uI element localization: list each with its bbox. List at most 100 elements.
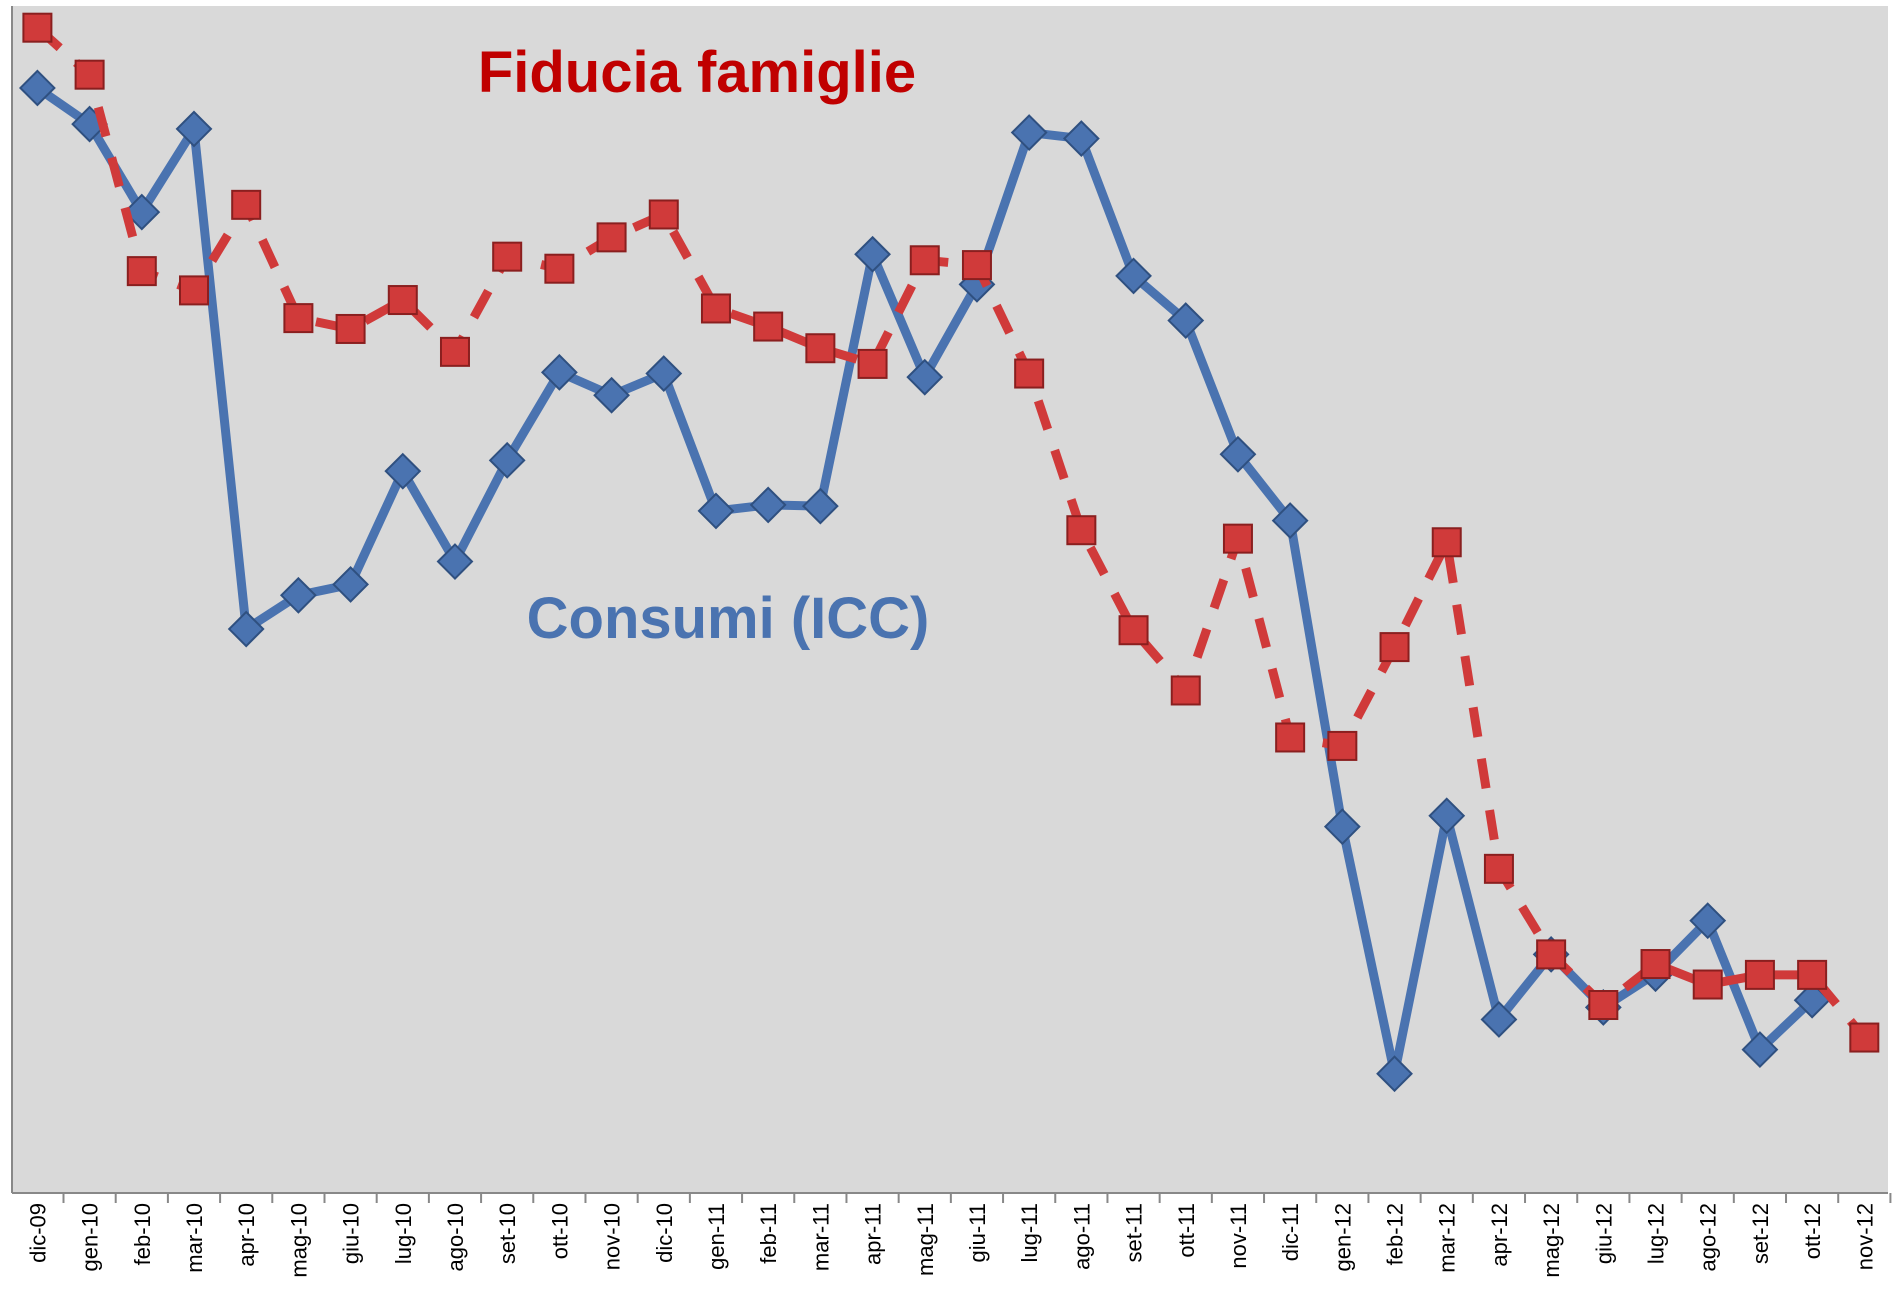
marker: [227, 610, 265, 648]
x-tick-label: ago-10: [443, 1203, 468, 1272]
marker: [1536, 939, 1567, 970]
marker: [645, 355, 683, 392]
marker: [1640, 949, 1671, 980]
x-tick-label: gen-12: [1330, 1203, 1355, 1272]
marker: [1066, 515, 1097, 546]
marker: [805, 333, 836, 364]
marker: [1219, 435, 1257, 473]
marker: [126, 256, 157, 287]
x-tick-label: lug-10: [391, 1203, 416, 1264]
marker: [1428, 797, 1466, 835]
marker: [1010, 114, 1048, 151]
marker: [1744, 959, 1775, 990]
marker: [436, 543, 474, 580]
x-tick-label: set-10: [495, 1203, 520, 1264]
x-tick-label: gen-11: [704, 1203, 729, 1270]
marker: [1692, 969, 1723, 1000]
x-tick-label: ott-11: [1174, 1203, 1199, 1258]
x-tick-label: mag-12: [1539, 1203, 1564, 1278]
x-tick-label: ago-12: [1696, 1203, 1721, 1272]
marker: [648, 199, 679, 230]
marker: [1271, 502, 1309, 539]
marker: [1376, 1055, 1413, 1093]
marker: [753, 311, 784, 342]
x-tick-label: nov-10: [600, 1203, 625, 1270]
x-tick-label: lug-12: [1644, 1203, 1669, 1264]
marker: [1167, 302, 1205, 339]
marker: [1118, 615, 1149, 646]
marker: [178, 275, 209, 306]
marker: [492, 241, 523, 272]
marker: [439, 336, 470, 367]
x-tick-label: ago-11: [1069, 1203, 1094, 1270]
series-label: Fiducia famiglie: [478, 40, 916, 105]
marker: [1588, 990, 1619, 1021]
x-tick-label: feb-12: [1383, 1203, 1408, 1265]
x-tick-label: nov-11: [1226, 1203, 1251, 1269]
marker: [857, 348, 888, 379]
x-tick-label: ott-12: [1800, 1203, 1825, 1259]
x-tick-label: mar-10: [182, 1203, 207, 1273]
x-tick-label: feb-11: [756, 1203, 781, 1264]
x-tick-label: apr-11: [861, 1203, 886, 1265]
x-tick-label: giu-12: [1591, 1203, 1616, 1264]
marker: [175, 110, 213, 148]
marker: [387, 285, 418, 316]
marker: [1431, 527, 1462, 558]
x-tick-label: apr-10: [234, 1203, 259, 1267]
x-tick-label: dic-09: [25, 1203, 50, 1263]
x-tick-label: feb-10: [130, 1203, 155, 1265]
series-label: Consumi (ICC): [527, 586, 930, 651]
marker: [279, 576, 317, 614]
x-tick-label: mag-11: [913, 1203, 938, 1276]
marker: [854, 235, 891, 273]
marker: [906, 358, 944, 396]
marker: [18, 69, 56, 107]
x-tick-label: nov-12: [1852, 1203, 1877, 1270]
marker: [961, 250, 992, 281]
x-tick-label: giu-10: [339, 1203, 364, 1264]
marker: [700, 293, 731, 324]
marker: [1480, 1001, 1518, 1038]
marker: [123, 193, 161, 231]
marker: [384, 452, 422, 490]
x-tick-label: lug-11: [1017, 1203, 1042, 1263]
marker: [909, 245, 940, 276]
marker: [22, 12, 53, 43]
x-tick-label: ott-10: [547, 1203, 572, 1259]
marker: [1222, 523, 1253, 554]
marker: [1170, 675, 1201, 706]
marker: [74, 59, 105, 90]
marker: [1849, 1022, 1880, 1053]
marker: [544, 253, 575, 284]
x-tick-label: dic-11: [1278, 1203, 1303, 1261]
marker: [332, 566, 370, 603]
marker: [1379, 632, 1410, 663]
x-tick-label: apr-12: [1487, 1203, 1512, 1267]
marker: [1327, 730, 1358, 761]
marker: [1275, 722, 1306, 753]
marker: [1741, 1031, 1779, 1069]
marker: [1062, 120, 1100, 157]
marker: [283, 303, 314, 334]
x-tick-label: mar-11: [808, 1203, 833, 1271]
marker: [540, 353, 578, 391]
marker: [596, 222, 627, 253]
marker: [1797, 959, 1828, 990]
x-tick-label: mag-10: [286, 1203, 311, 1278]
marker: [593, 376, 630, 414]
x-tick-label: dic-10: [652, 1203, 677, 1263]
marker: [231, 189, 262, 220]
marker: [1689, 902, 1727, 940]
marker: [697, 492, 735, 530]
plot-area: [12, 6, 1888, 1193]
marker: [1115, 257, 1152, 295]
marker: [1323, 808, 1361, 846]
marker: [335, 313, 366, 344]
x-tick-label: set-11: [1122, 1203, 1147, 1263]
x-tick-label: gen-10: [78, 1203, 103, 1272]
marker: [1014, 358, 1045, 389]
marker: [1483, 853, 1514, 884]
